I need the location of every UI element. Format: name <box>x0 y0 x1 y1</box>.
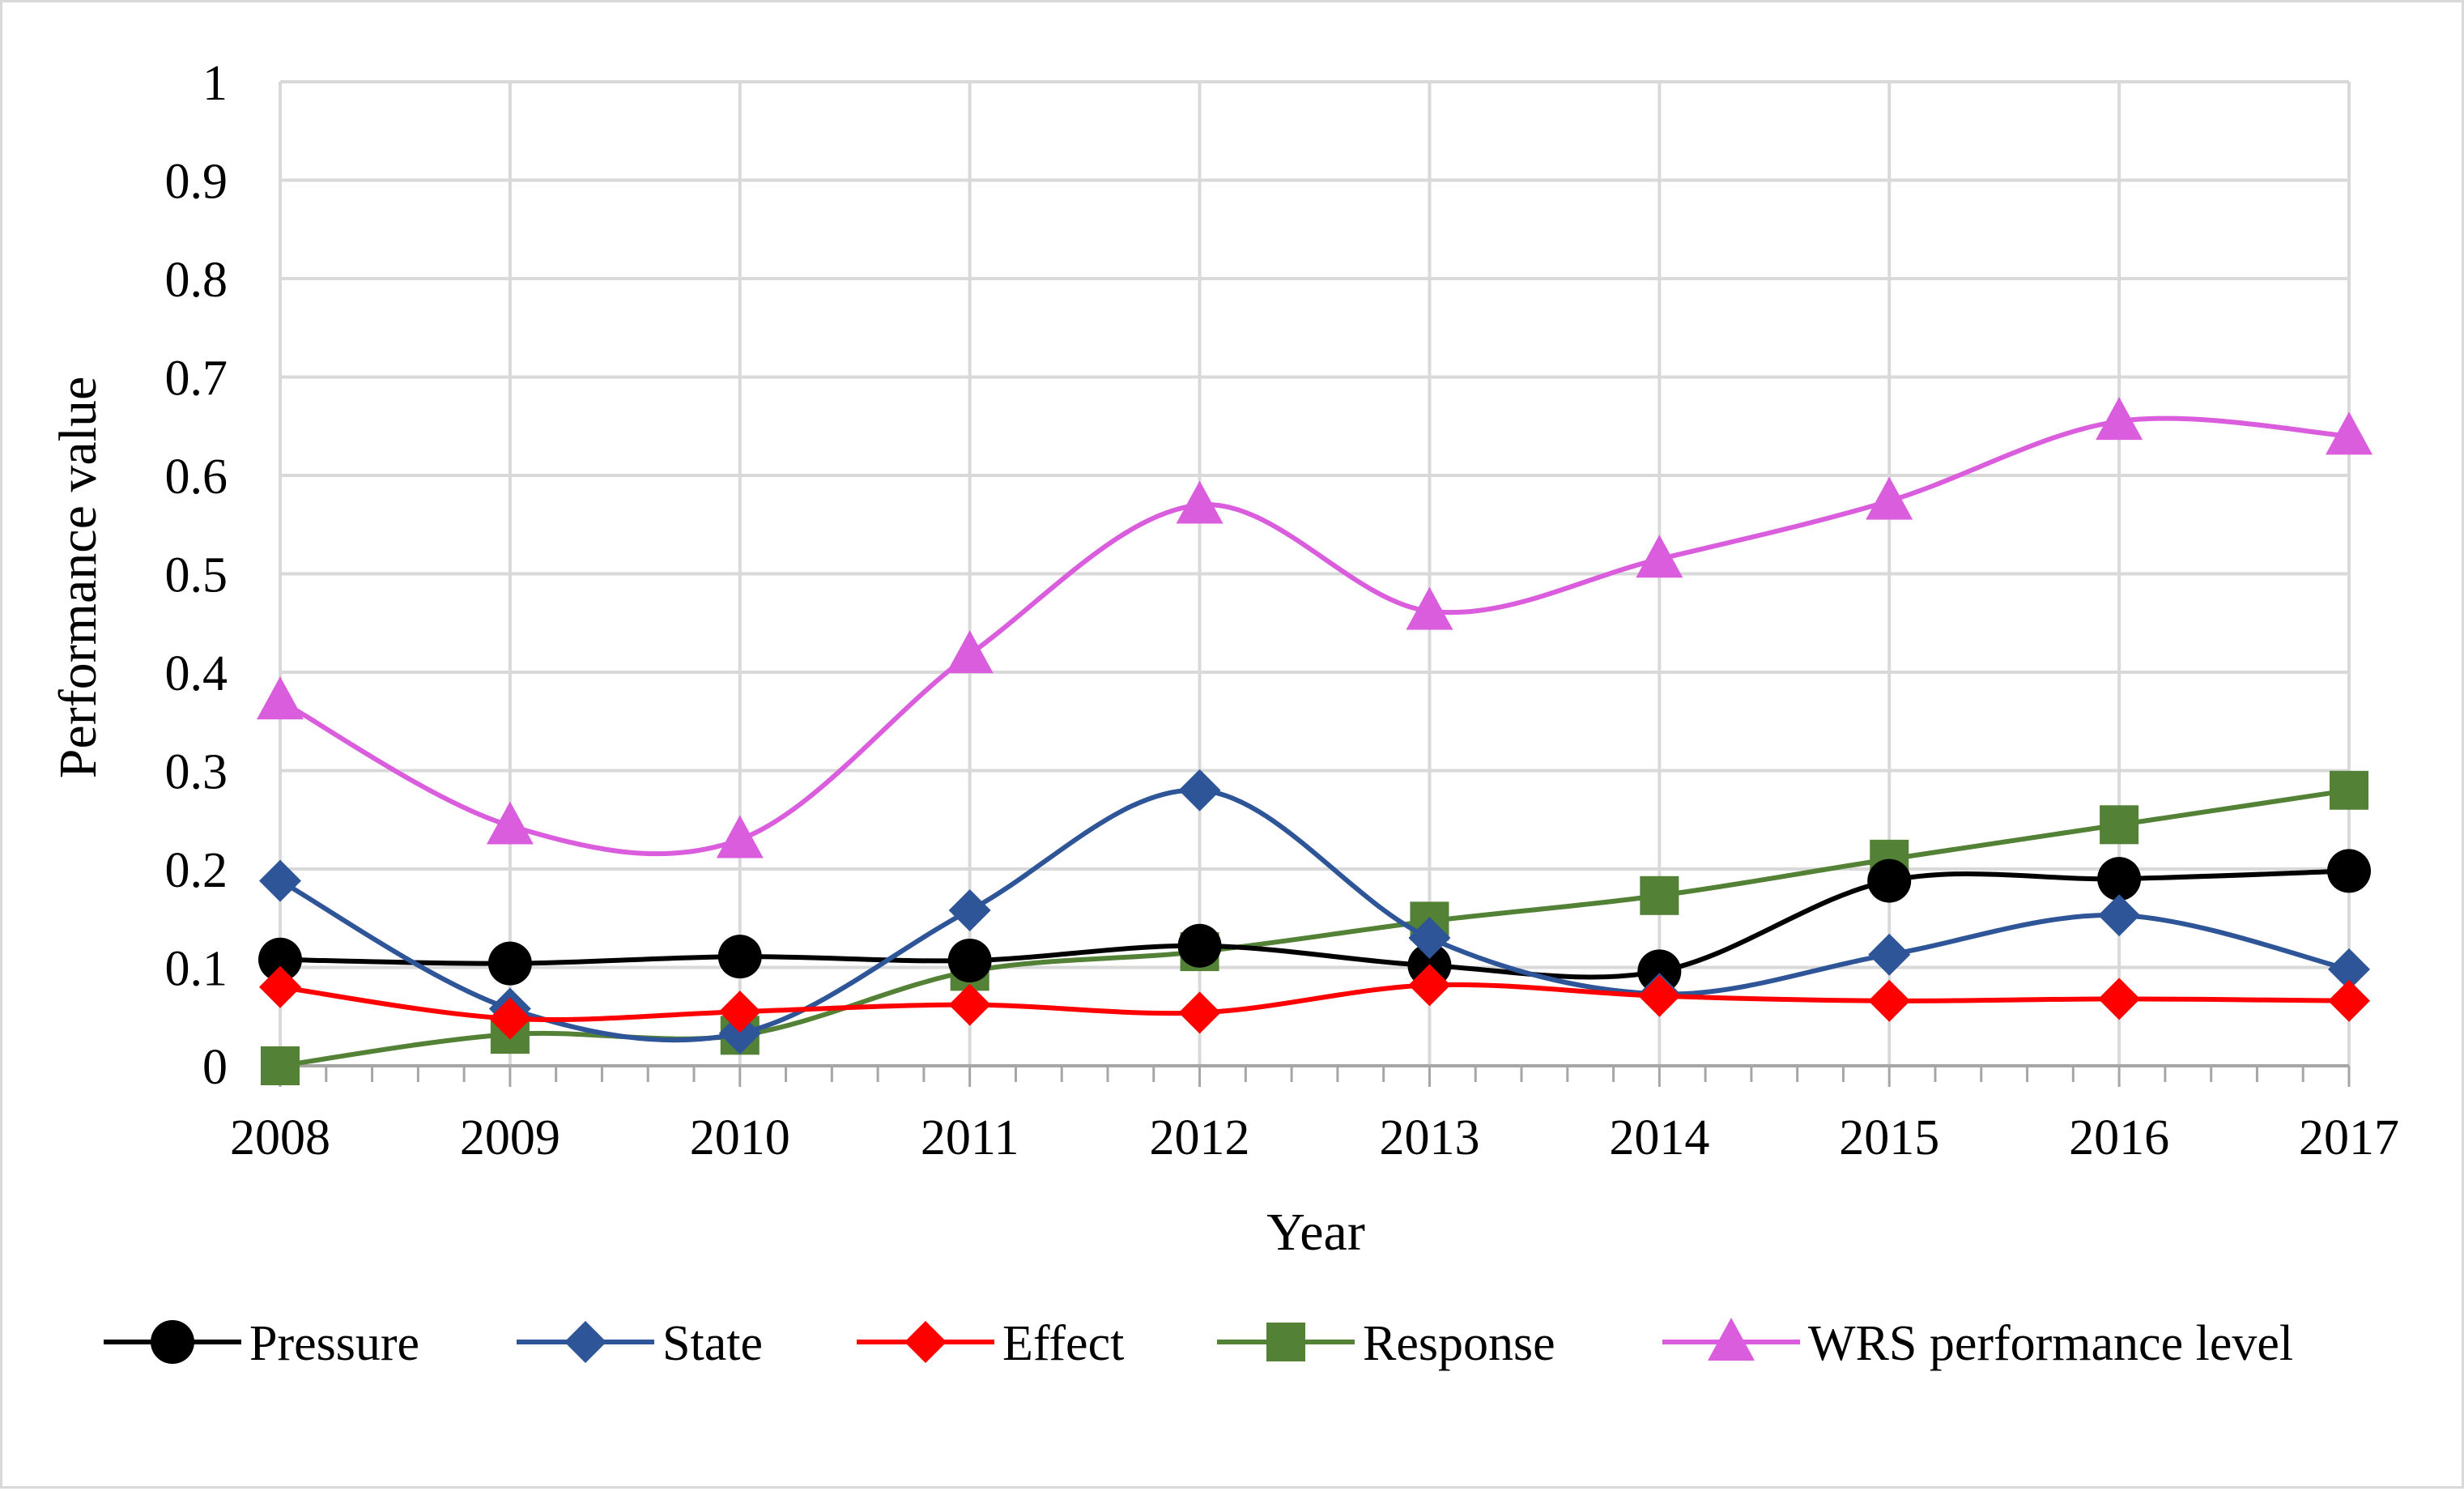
data-point <box>947 938 992 982</box>
data-point <box>948 983 991 1026</box>
data-point <box>1408 917 1451 960</box>
legend-marker <box>564 1321 606 1363</box>
legend-label: Response <box>1363 1316 1555 1371</box>
y-tick-label: 0.4 <box>165 646 228 701</box>
data-point <box>2327 849 2371 893</box>
data-point <box>1636 535 1683 578</box>
series-pressure <box>258 849 2371 994</box>
series-wrs-performance-level <box>257 397 2373 858</box>
y-tick-label: 0 <box>202 1040 228 1095</box>
legend-marker <box>1266 1323 1305 1361</box>
y-tick-label: 0.7 <box>165 351 228 407</box>
data-point <box>2100 805 2139 845</box>
x-tick-label: 2009 <box>460 1110 560 1165</box>
legend-marker <box>904 1321 947 1363</box>
x-tick-label: 2013 <box>1379 1110 1479 1165</box>
data-point <box>1178 769 1221 812</box>
y-tick-label: 0.9 <box>165 155 228 210</box>
data-point <box>2098 978 2141 1020</box>
legend-marker <box>151 1320 194 1364</box>
data-point <box>488 997 531 1040</box>
legend-item-pressure: Pressure <box>104 1316 419 1371</box>
data-point <box>487 941 532 986</box>
x-tick-label: 2014 <box>1609 1110 1709 1165</box>
data-point <box>2097 857 2142 901</box>
y-tick-labels: 0 0.1 0.2 0.3 0.4 0.5 0.6 0.7 0.8 0.9 1 <box>165 56 228 1095</box>
data-point <box>1638 974 1681 1017</box>
data-point <box>946 630 994 674</box>
legend-item-state: State <box>517 1316 763 1371</box>
data-point <box>718 990 761 1033</box>
data-point <box>948 889 991 932</box>
legend-item-effect: Effect <box>857 1316 1124 1371</box>
data-point <box>2326 411 2373 455</box>
data-point <box>1177 923 1222 968</box>
data-point <box>1640 875 1679 915</box>
y-tick-label: 0.2 <box>165 843 228 898</box>
series-effect <box>259 964 2370 1040</box>
data-point <box>2096 397 2143 441</box>
x-axis-label: Year <box>1266 1203 1365 1262</box>
data-point <box>259 859 301 902</box>
y-tick-label: 0.1 <box>165 942 228 997</box>
data-point <box>2330 770 2368 810</box>
x-tick-label: 2010 <box>690 1110 790 1165</box>
legend-label: Pressure <box>249 1316 419 1371</box>
data-point <box>718 1012 761 1054</box>
y-tick-label: 1 <box>202 56 228 111</box>
series-response <box>261 770 2368 1085</box>
x-tick-label: 2015 <box>1839 1110 1939 1165</box>
legend-item-response: Response <box>1217 1316 1555 1371</box>
y-tick-label: 0.3 <box>165 745 228 800</box>
data-point <box>1406 586 1453 630</box>
legend-marker <box>1708 1318 1755 1361</box>
legend-label: State <box>662 1316 763 1371</box>
y-tick-label: 0.8 <box>165 253 228 308</box>
data-point <box>259 965 301 1008</box>
x-tick-label: 2016 <box>2069 1110 2169 1165</box>
legend-label: WRS performance level <box>1808 1316 2293 1371</box>
series-line <box>279 868 2350 980</box>
legend-label: Effect <box>1002 1316 1124 1371</box>
data-point <box>1868 979 1911 1022</box>
x-tick-label: 2012 <box>1150 1110 1250 1165</box>
grid-lines <box>280 80 2351 1066</box>
data-point <box>1178 991 1221 1034</box>
x-tick-labels: 2008 2009 2010 2011 2012 2013 2014 2015 2016 2017 <box>230 1110 2399 1165</box>
data-point <box>1408 964 1451 1007</box>
x-tick-label: 2008 <box>230 1110 330 1165</box>
data-point <box>1867 858 1912 903</box>
series-line <box>279 415 2350 857</box>
data-point <box>1868 933 1911 976</box>
data-point <box>716 815 764 858</box>
series-group <box>257 397 2373 1085</box>
data-point <box>257 676 304 720</box>
legend-item-wrs-performance-level: WRS performance level <box>1662 1316 2293 1371</box>
data-point <box>2328 948 2370 990</box>
data-point <box>1176 480 1223 524</box>
series-line <box>279 787 2350 1043</box>
data-point <box>1866 476 1913 520</box>
data-point <box>717 935 762 979</box>
data-point <box>2098 894 2141 937</box>
x-tick-label: 2017 <box>2299 1110 2399 1165</box>
y-tick-label: 0.5 <box>165 548 228 603</box>
data-point <box>2328 979 2370 1022</box>
series-line <box>279 982 2350 1023</box>
y-axis-label: Performance value <box>49 377 108 779</box>
data-point <box>261 1046 300 1085</box>
axes <box>279 82 2351 1087</box>
x-tick-label: 2011 <box>921 1110 1019 1165</box>
series-state <box>259 769 2370 1054</box>
legend: Pressure State Effect Response WRS performan… <box>104 1316 2293 1371</box>
series-line <box>279 787 2350 1068</box>
data-point <box>1637 949 1682 994</box>
data-point <box>258 937 302 982</box>
y-tick-label: 0.6 <box>165 449 228 505</box>
data-point <box>486 801 534 845</box>
